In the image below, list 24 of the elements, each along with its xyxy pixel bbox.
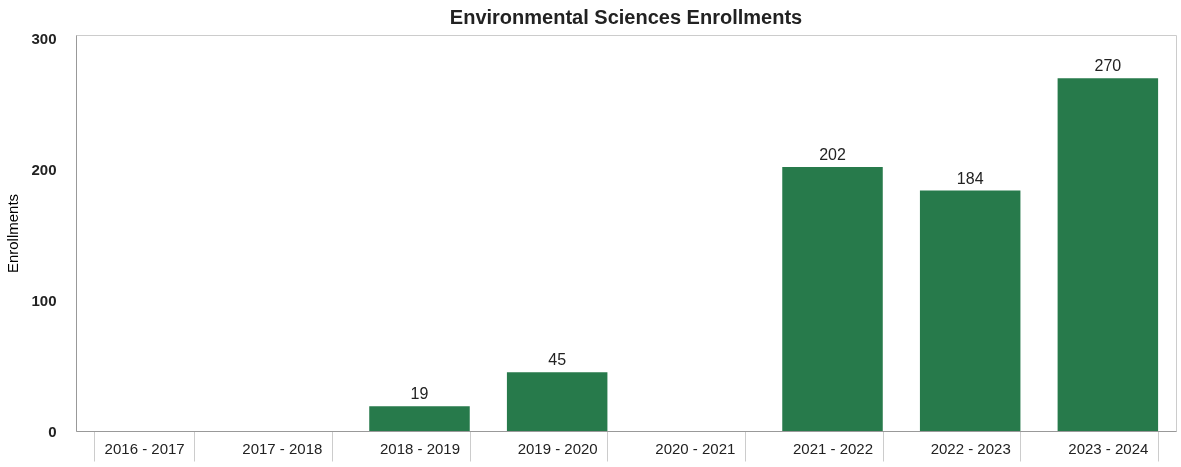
- x-tick-label: 2017 - 2018: [242, 439, 323, 457]
- x-tick-label: 2016 - 2017: [104, 439, 185, 457]
- x-tick-label: 2021 - 2022: [792, 439, 874, 457]
- bar: [369, 406, 470, 431]
- data-label: 270: [1094, 57, 1122, 75]
- data-label: 202: [819, 146, 846, 163]
- x-tick-label: 2019 - 2020: [517, 439, 598, 457]
- x-tick-label: 2020 - 2021: [655, 439, 736, 457]
- y-tick-label: 0: [48, 422, 57, 440]
- chart-title: Environmental Sciences Enrollments: [449, 5, 803, 28]
- y-tick-label: 100: [31, 291, 57, 309]
- data-label: 184: [956, 169, 984, 187]
- data-label: 45: [548, 351, 567, 369]
- x-tick-label: 2022 - 2023: [930, 439, 1011, 457]
- bar: [506, 372, 608, 431]
- bar: [1057, 78, 1159, 431]
- bar: [782, 167, 883, 431]
- data-label: 19: [410, 385, 429, 403]
- x-tick-label: 2023 - 2024: [1068, 439, 1149, 457]
- y-tick-label: 300: [31, 30, 57, 48]
- x-tick-label: 2018 - 2019: [379, 439, 461, 457]
- y-tick-label: 200: [31, 161, 57, 179]
- y-axis-title: Enrollments: [4, 193, 22, 274]
- bar: [919, 190, 1021, 431]
